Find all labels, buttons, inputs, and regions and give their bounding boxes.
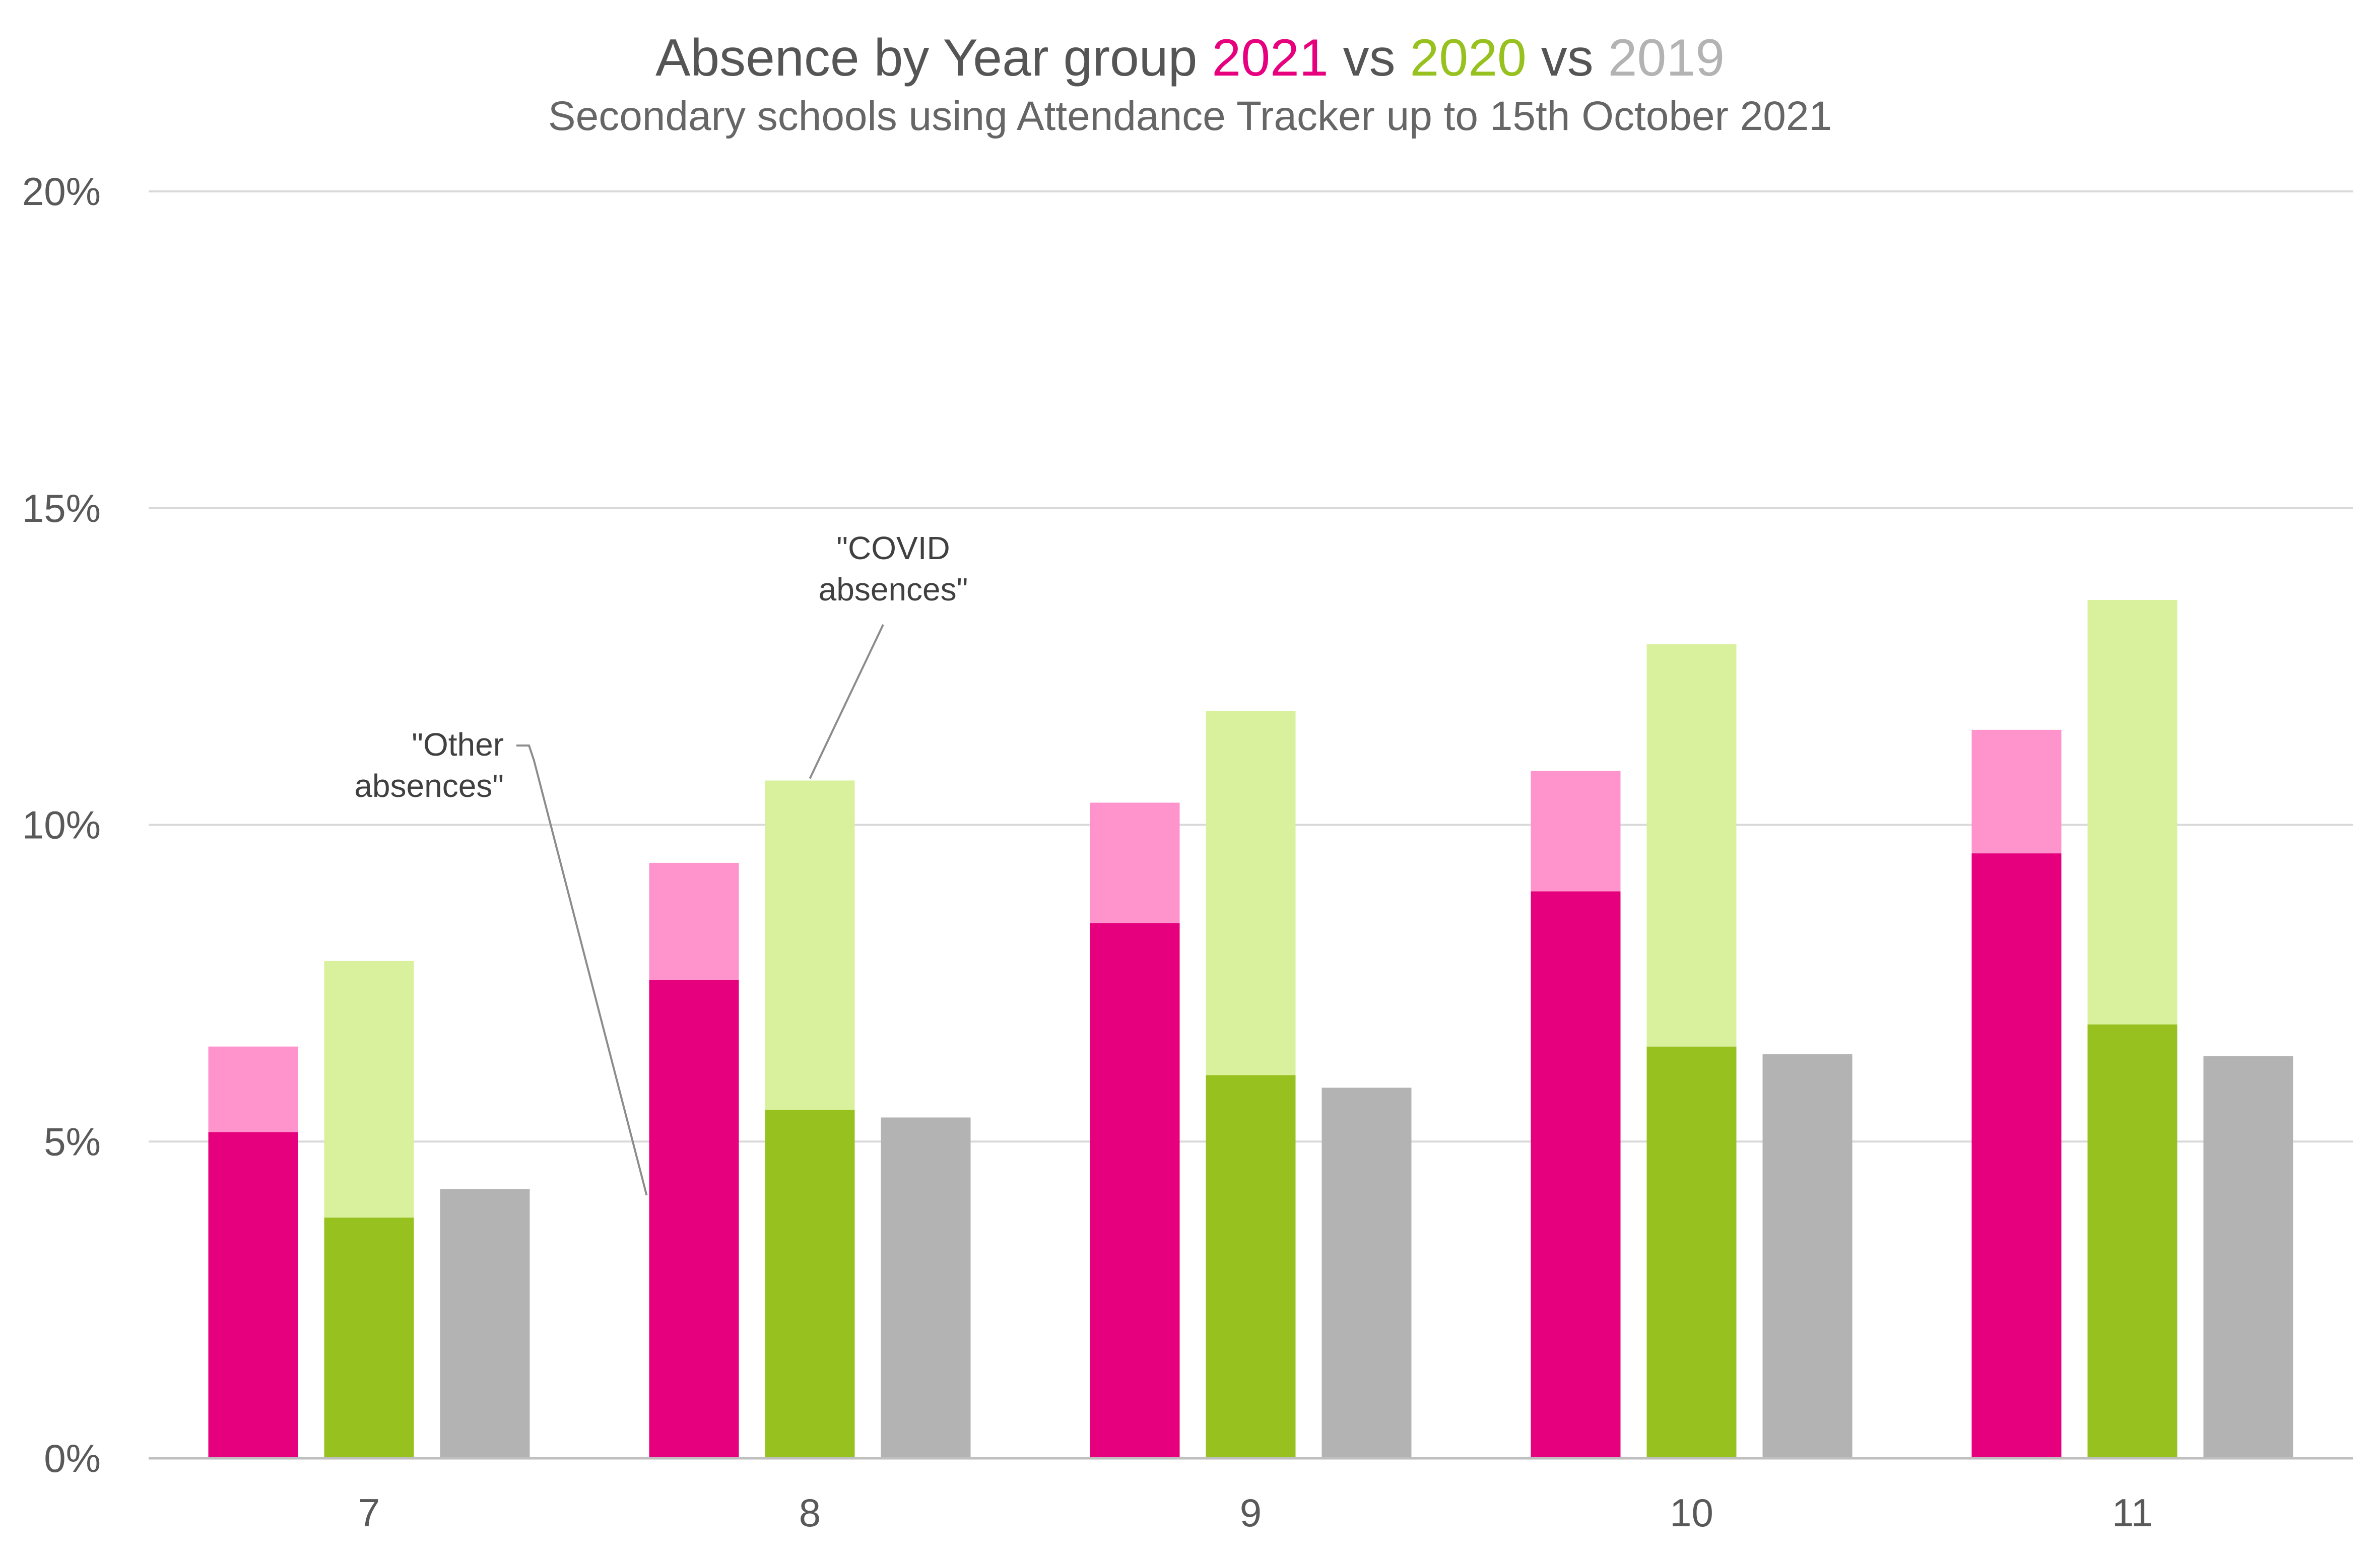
bar-2020-other-year-7: [324, 1217, 414, 1458]
bar-2020-covid-year-8: [765, 780, 855, 1110]
bar-2019-other-year-9: [1321, 1088, 1412, 1458]
y-tick-label: 20%: [22, 169, 101, 214]
axes: 0% 5% 10% 15% 20% 7 8 9 10 11: [22, 169, 2353, 1535]
bar-2020-other-year-9: [1206, 1075, 1296, 1458]
bar-2021-other-year-8: [649, 980, 739, 1458]
bars: [208, 600, 2293, 1458]
title-vs-1: vs: [1329, 29, 1410, 87]
bar-2019-other-year-11: [2203, 1056, 2293, 1458]
annotation-covid-line: "COVID: [836, 530, 950, 566]
x-tick-label: 9: [1240, 1491, 1262, 1535]
bar-2021-covid-year-8: [649, 862, 739, 980]
annotation-covid-line: absences": [819, 571, 968, 607]
bar-2021-covid-year-7: [208, 1046, 298, 1132]
bar-2021-covid-year-11: [1971, 729, 2062, 854]
title-vs-2: vs: [1527, 29, 1608, 87]
x-tick-label: 11: [2112, 1491, 2153, 1535]
title-prefix: Absence by Year group: [655, 29, 1212, 87]
annotation-other-leader: [516, 745, 648, 1196]
bar-2021-other-year-10: [1531, 891, 1621, 1458]
bar-2021-other-year-7: [208, 1132, 298, 1458]
bar-2021-covid-year-10: [1531, 771, 1621, 892]
title-2020: 2020: [1410, 29, 1527, 87]
bar-2020-covid-year-7: [324, 961, 414, 1218]
bar-2021-covid-year-9: [1090, 802, 1180, 923]
bar-2020-other-year-10: [1646, 1046, 1737, 1458]
chart-subtitle: Secondary schools using Attendance Track…: [548, 93, 1832, 139]
y-tick-label: 10%: [22, 803, 101, 847]
bar-2019-other-year-8: [881, 1117, 971, 1458]
y-tick-label: 15%: [22, 486, 101, 530]
bar-2019-other-year-7: [440, 1189, 530, 1458]
bar-2019-other-year-10: [1762, 1054, 1853, 1458]
annotation-other-line: absences": [354, 768, 504, 804]
annotation-other-line: "Other: [412, 726, 504, 763]
bar-2020-covid-year-11: [2087, 600, 2177, 1025]
bar-2020-covid-year-9: [1206, 711, 1296, 1075]
bar-2021-other-year-11: [1971, 853, 2062, 1458]
annotations: "Other absences" "COVID absences": [354, 530, 968, 1196]
x-tick-label: 10: [1670, 1491, 1713, 1535]
x-tick-label: 8: [799, 1491, 821, 1535]
x-tick-label: 7: [358, 1491, 380, 1535]
bar-2020-other-year-11: [2087, 1024, 2177, 1458]
y-tick-label: 0%: [44, 1436, 101, 1480]
title-2019: 2019: [1608, 29, 1725, 87]
annotation-covid-leader: [809, 624, 884, 779]
bar-2020-other-year-8: [765, 1110, 855, 1458]
y-tick-label: 5%: [44, 1119, 101, 1164]
title-2021: 2021: [1212, 29, 1328, 87]
bar-2021-other-year-9: [1090, 923, 1180, 1458]
bar-2020-covid-year-10: [1646, 644, 1737, 1047]
chart-title: Absence by Year group 2021 vs 2020 vs 20…: [655, 29, 1725, 87]
